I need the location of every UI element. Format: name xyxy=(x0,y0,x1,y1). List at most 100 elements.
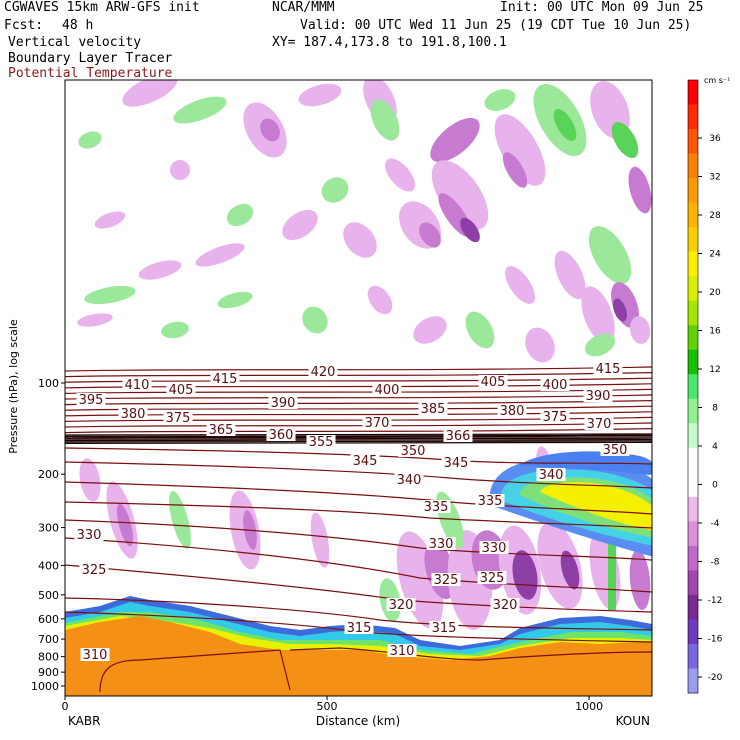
colorbar-swatch xyxy=(688,472,698,498)
contour-label: 315 xyxy=(347,621,372,636)
contour-label: 310 xyxy=(83,648,108,663)
colorbar-label: -8 xyxy=(711,558,720,568)
potential-temperature-contour xyxy=(65,519,652,561)
potential-temperature-contour xyxy=(65,597,652,631)
contour-label: 370 xyxy=(365,416,390,431)
contour-label: 400 xyxy=(375,383,400,398)
x-tick-label: 0 xyxy=(62,700,69,713)
contour-label-background xyxy=(443,429,473,442)
contour-label-background xyxy=(421,500,451,513)
potential-temperature-contour xyxy=(65,537,652,593)
forecast-hours: 48 h xyxy=(62,18,94,33)
contour-label-background xyxy=(387,644,417,657)
contour-label-background xyxy=(418,402,448,415)
vertical-velocity-cell xyxy=(161,321,189,339)
colorbar-label: 36 xyxy=(709,134,721,144)
contour-label-background xyxy=(600,443,630,456)
colorbar-swatch xyxy=(688,300,698,326)
vertical-velocity-cell xyxy=(584,333,616,357)
colorbar-swatch xyxy=(688,619,698,645)
vertical-velocity-cell xyxy=(169,490,191,550)
x-tick-label: 500 xyxy=(317,700,338,713)
vertical-velocity-cell xyxy=(260,118,280,142)
contour-label-background xyxy=(118,407,148,420)
vertical-velocity-cell xyxy=(611,121,639,159)
colorbar-swatch xyxy=(688,668,698,694)
contour-label: 325 xyxy=(434,573,459,588)
valid-time: Valid: 00 UTC Wed 11 Jun 25 (19 CDT Tue … xyxy=(300,18,692,33)
colorbar-swatch xyxy=(688,202,698,228)
vertical-velocity-cell xyxy=(116,503,134,547)
contour-label-background xyxy=(386,598,416,611)
vertical-velocity-cell xyxy=(629,316,651,344)
y-tick-label: 500 xyxy=(38,589,59,602)
contour-label-background xyxy=(584,417,614,430)
vertical-velocity-cell xyxy=(512,550,538,600)
y-tick-label: 400 xyxy=(38,559,59,572)
tropopause-contour xyxy=(65,434,652,437)
forecast-label: Fcst: xyxy=(4,18,44,33)
contour-label: 310 xyxy=(390,644,415,659)
contour-label: 395 xyxy=(79,393,104,408)
org-label: NCAR/MMM xyxy=(272,0,335,15)
colorbar-swatch xyxy=(688,594,698,620)
contour-label: 375 xyxy=(543,410,568,425)
tropopause-contour xyxy=(65,436,652,439)
contour-label: 330 xyxy=(429,537,454,552)
vertical-velocity-cell xyxy=(553,108,577,142)
vertical-velocity-cell xyxy=(413,316,447,344)
contour-label-background xyxy=(540,378,570,391)
model-title: CGWAVES 15km ARW-GFS init xyxy=(4,0,200,15)
colorbar-swatch xyxy=(688,178,698,203)
vertical-velocity-cell xyxy=(554,250,586,300)
contour-label: 380 xyxy=(500,404,525,419)
potential-temperature-contour xyxy=(99,649,291,693)
vertical-velocity-cell xyxy=(419,222,441,248)
colorbar-swatch xyxy=(688,325,698,351)
contour-label: 365 xyxy=(209,423,234,438)
contour-label-background xyxy=(166,383,196,396)
vertical-velocity-cell xyxy=(226,203,254,227)
tropopause-contour xyxy=(65,437,652,440)
contour-label: 415 xyxy=(596,362,621,377)
y-tick-label: 600 xyxy=(38,613,59,626)
y-tick-label: 100 xyxy=(38,377,59,390)
vertical-velocity-cell xyxy=(195,243,245,267)
potential-temperature-contour xyxy=(289,647,652,661)
colorbar-label: 32 xyxy=(709,173,720,183)
colorbar-swatch xyxy=(688,447,698,473)
contour-label: 410 xyxy=(125,378,150,393)
contour-label-background xyxy=(362,416,392,429)
colorbar-swatch xyxy=(688,80,698,105)
colorbar-label: 0 xyxy=(712,481,718,491)
contour-label: 335 xyxy=(424,500,449,515)
contour-label-background xyxy=(268,396,298,409)
contour-label-background xyxy=(429,621,459,634)
contour-label: 335 xyxy=(478,494,503,509)
x-tick-label: 1000 xyxy=(575,700,603,713)
vertical-velocity-cell xyxy=(560,550,580,590)
colorbar-label: -4 xyxy=(711,519,720,529)
vertical-velocity-cell xyxy=(302,306,328,334)
contour-label-background xyxy=(478,375,508,388)
vertical-velocity-cell xyxy=(431,160,489,230)
endpoint-left: KABR xyxy=(68,714,100,728)
terrain xyxy=(65,684,652,696)
colorbar-swatch xyxy=(688,276,698,302)
contour-label-background xyxy=(593,362,623,375)
tropopause-contour xyxy=(65,441,652,444)
field-label-potential-temperature: Potential Temperature xyxy=(8,66,173,81)
contour-label-background xyxy=(490,598,520,611)
contour-label-background xyxy=(540,410,570,423)
vertical-velocity-cell xyxy=(321,177,349,203)
contour-label: 405 xyxy=(169,383,194,398)
y-tick-label: 900 xyxy=(38,666,59,679)
contour-label: 415 xyxy=(213,372,238,387)
endpoint-right: KOUN xyxy=(616,714,650,728)
contour-label: 320 xyxy=(493,598,518,613)
contour-label-background xyxy=(398,444,428,457)
tropopause-contour xyxy=(65,440,652,443)
updraft-column xyxy=(608,540,616,610)
y-tick-label: 1000 xyxy=(31,680,59,693)
